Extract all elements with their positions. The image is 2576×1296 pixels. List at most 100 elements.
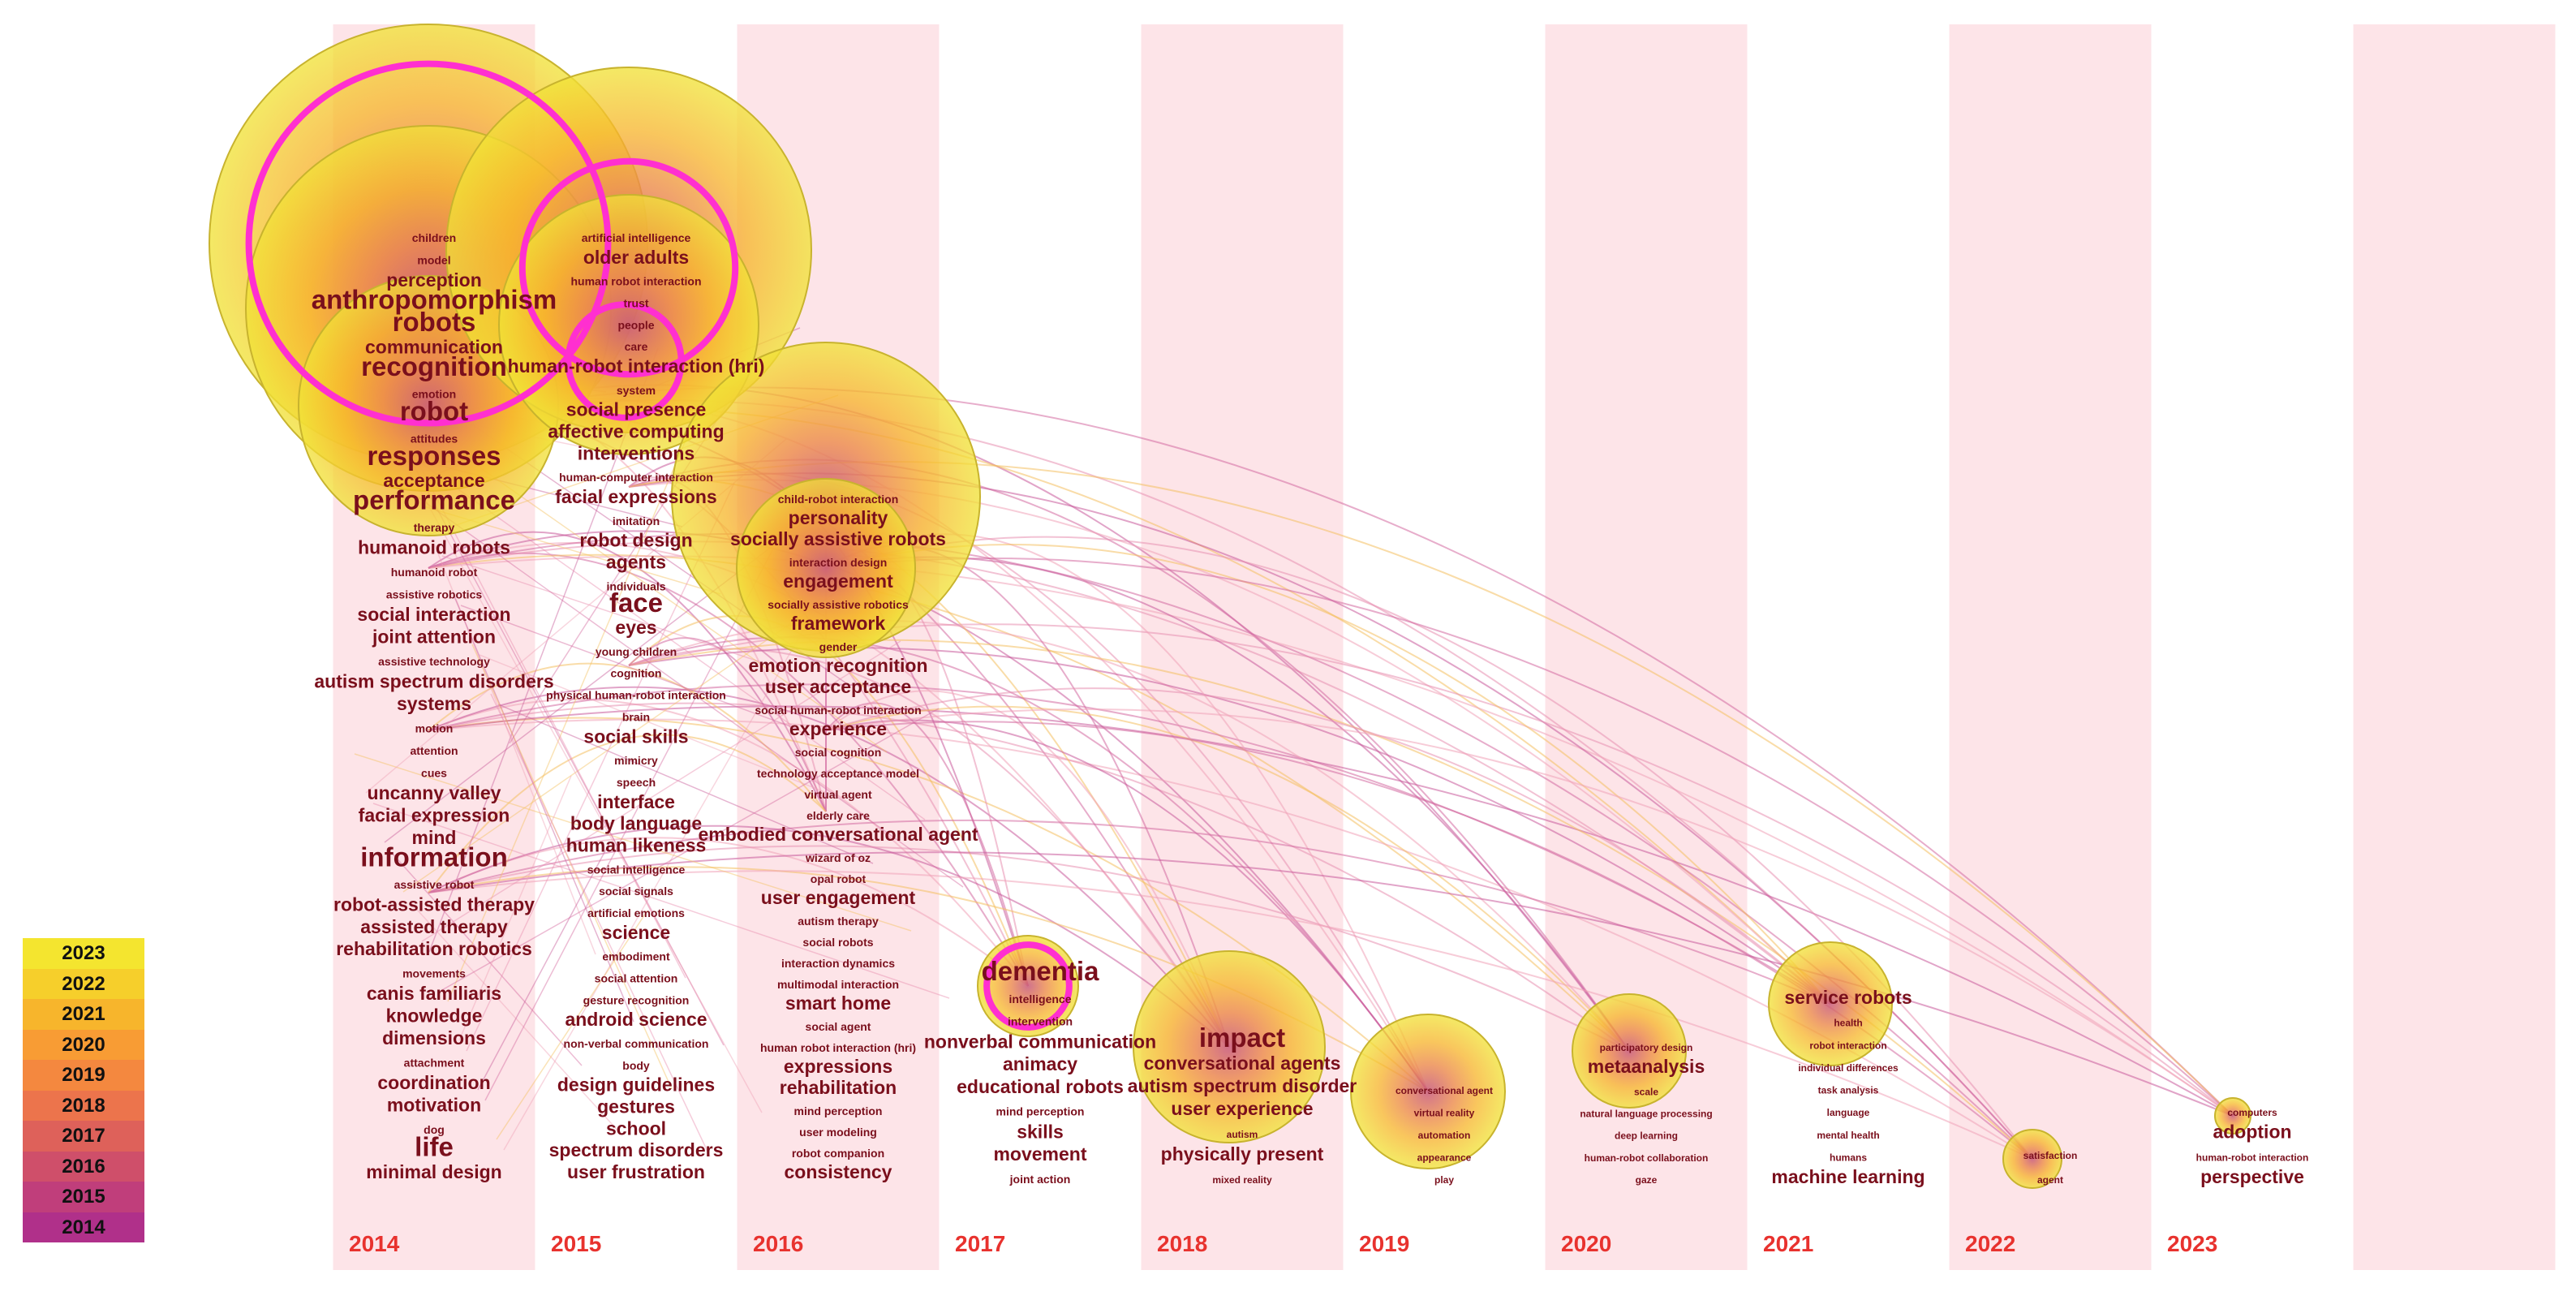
year-label: 2015: [551, 1231, 601, 1256]
keyword-label: responses: [367, 441, 501, 471]
co-occurrence-link: [628, 648, 1230, 1048]
keyword-label: smart home: [785, 992, 891, 1014]
keyword-label: experience: [789, 718, 887, 739]
keyword-label: model: [417, 253, 450, 266]
keyword-label: skills: [1017, 1121, 1064, 1142]
co-occurrence-link: [458, 775, 572, 1041]
keyword-label: user engagement: [761, 887, 916, 908]
keyword-label: user acceptance: [765, 676, 911, 697]
keyword-label: affective computing: [548, 421, 724, 442]
legend-item-2022: 2022: [23, 968, 144, 999]
keyword-label: autism: [1227, 1129, 1258, 1140]
keyword-label: virtual reality: [1414, 1108, 1475, 1119]
keyword-label: trust: [623, 297, 648, 310]
keyword-label: individuals: [606, 579, 665, 592]
keyword-label: body language: [570, 813, 702, 834]
keyword-label: robot companion: [792, 1147, 884, 1160]
keyword-label: dog: [424, 1123, 445, 1136]
keyword-labels: childrenmodelperceptionanthropomorphismr…: [312, 231, 2309, 1187]
keyword-label: play: [1434, 1174, 1454, 1186]
keyword-label: autism spectrum disorder: [1128, 1075, 1357, 1096]
keyword-label: emotion: [412, 387, 456, 400]
co-occurrence-link: [825, 702, 1029, 987]
co-occurrence-link: [484, 549, 773, 1101]
keyword-label: artificial intelligence: [582, 231, 691, 244]
co-occurrence-link: [447, 415, 697, 1002]
year-label: 2018: [1157, 1231, 1207, 1256]
year-band: [1949, 24, 2152, 1270]
keyword-label: educational robots: [957, 1076, 1124, 1097]
year-bands: [333, 24, 2556, 1270]
keyword-label: nonverbal communication: [924, 1031, 1156, 1052]
co-occurrence-link: [428, 699, 1029, 987]
legend-item-2017: 2017: [23, 1121, 144, 1152]
co-occurrence-link: [825, 544, 1831, 1005]
keyword-label: impact: [1199, 1023, 1285, 1053]
keyword-label: gender: [819, 640, 858, 653]
keyword-label: assistive technology: [378, 655, 490, 668]
keyword-label: eyes: [615, 617, 656, 638]
keyword-label: coordination: [377, 1072, 490, 1093]
keyword-label: wizard of oz: [805, 851, 871, 864]
co-occurrence-link: [428, 683, 1831, 1005]
co-occurrence-link: [496, 910, 648, 1140]
keyword-label: face: [609, 588, 663, 618]
keyword-label: deep learning: [1615, 1130, 1678, 1142]
co-occurrence-link: [428, 531, 827, 812]
keyword-label: user experience: [1171, 1098, 1313, 1119]
keyword-node-large: [736, 478, 916, 658]
keyword-node-large: [1572, 993, 1687, 1109]
keyword-label: communication: [365, 336, 503, 357]
year-label: 2023: [2167, 1231, 2217, 1256]
color-legend: 2023 2022 2021 2020 2019 2018 2017 2016 2015 2014: [23, 938, 144, 1242]
keyword-label: human robot interaction (hri): [760, 1041, 916, 1054]
keyword-label: mind perception: [996, 1105, 1085, 1118]
co-occurrence-link: [428, 705, 2234, 1117]
keyword-label: natural language processing: [1580, 1109, 1712, 1120]
keyword-label: social cognition: [795, 746, 882, 759]
keyword-label: appearance: [1417, 1152, 1472, 1164]
co-occurrence-link: [428, 825, 1230, 1048]
keyword-label: virtual agent: [804, 788, 872, 801]
keyword-label: minimal design: [366, 1161, 501, 1182]
co-occurrence-link: [453, 594, 634, 1023]
keyword-label: acceptance: [383, 470, 484, 491]
keyword-label: children: [412, 231, 456, 244]
co-occurrence-link: [825, 708, 2234, 1117]
co-occurrence-link: [428, 662, 827, 812]
keyword-label: machine learning: [1771, 1166, 1924, 1187]
keyword-label: embodied conversational agent: [698, 824, 978, 845]
keyword-label: service robots: [1784, 987, 1912, 1008]
year-label: 2014: [349, 1231, 400, 1256]
keyword-label: task analysis: [1818, 1085, 1879, 1096]
keyword-label: assistive robotics: [386, 588, 482, 601]
keyword-label: knowledge: [386, 1005, 483, 1027]
legend-item-2014: 2014: [23, 1212, 144, 1242]
co-occurrence-link: [391, 852, 583, 1066]
keyword-label: consistency: [785, 1161, 892, 1182]
keyword-label: attachment: [404, 1057, 465, 1070]
keyword-label: individual differences: [1798, 1062, 1899, 1074]
keyword-label: older adults: [583, 247, 689, 268]
keyword-label: conversational agents: [1144, 1053, 1341, 1074]
keyword-label: animacy: [1003, 1053, 1077, 1074]
highlight-ring: [245, 60, 612, 427]
keyword-label: dimensions: [382, 1027, 486, 1048]
keyword-label: personality: [789, 507, 888, 528]
co-occurrence-link: [434, 545, 596, 955]
keyword-node-large: [1350, 1014, 1506, 1169]
keyword-label: autism therapy: [798, 915, 879, 928]
keyword-label: social presence: [566, 399, 707, 420]
co-occurrence-link: [497, 704, 874, 864]
keyword-label: android science: [565, 1009, 707, 1030]
keyword-label: human-computer interaction: [559, 471, 713, 484]
keyword-label: emotion recognition: [748, 655, 927, 676]
keyword-label: speech: [617, 776, 656, 789]
keyword-label: elderly care: [806, 809, 870, 822]
year-label: 2017: [955, 1231, 1005, 1256]
highlight-ring: [518, 157, 739, 378]
keyword-label: adoption: [2213, 1122, 2291, 1143]
keyword-label: body: [622, 1059, 650, 1072]
keyword-label: young children: [596, 645, 677, 658]
keyword-node-large: [977, 935, 1079, 1037]
